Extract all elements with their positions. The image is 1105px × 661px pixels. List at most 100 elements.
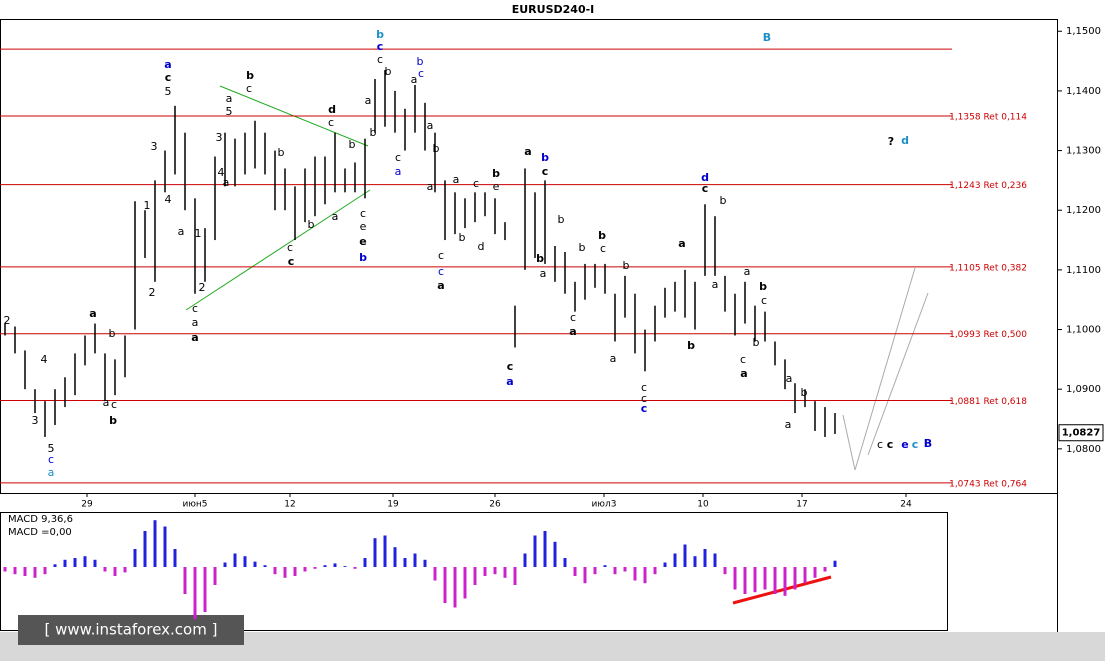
- macd-bar: [593, 567, 597, 575]
- wave-label: b: [720, 194, 727, 207]
- wave-label: b: [558, 213, 565, 226]
- wave-label: 1: [195, 227, 202, 240]
- macd-bar: [793, 567, 797, 590]
- macd-bar: [753, 567, 757, 593]
- wave-label: b: [359, 251, 367, 264]
- y-tick-label: 1,0800: [1066, 444, 1101, 455]
- macd-bar: [53, 564, 57, 567]
- wave-label: e: [359, 235, 366, 248]
- wave-label: b: [687, 339, 695, 352]
- macd-bar: [83, 556, 87, 567]
- macd-bar: [573, 567, 577, 576]
- macd-bar: [343, 566, 347, 567]
- macd-bar: [823, 567, 827, 572]
- wave-label: a: [785, 418, 792, 431]
- wave-label: c: [192, 302, 198, 315]
- macd-bar: [583, 567, 587, 584]
- macd-bar: [123, 567, 127, 573]
- macd-bar: [223, 562, 227, 567]
- macd-bar: [213, 567, 217, 585]
- x-tick-label: 10: [697, 500, 709, 510]
- macd-bar: [113, 567, 117, 576]
- macd-bar: [173, 549, 177, 567]
- macd-bar: [493, 567, 497, 575]
- macd-bar: [663, 562, 667, 567]
- macd-bar: [243, 556, 247, 567]
- macd-bar: [683, 544, 687, 567]
- y-tick-label: 1,1100: [1066, 265, 1101, 276]
- wave-label: b: [492, 167, 500, 180]
- wave-label: b: [349, 138, 356, 151]
- wave-label: c: [377, 53, 383, 66]
- wave-label: b: [109, 327, 116, 340]
- wave-label: a: [712, 278, 719, 291]
- macd-bar: [783, 567, 787, 596]
- wave-label: a: [427, 119, 434, 132]
- wave-label: b: [598, 229, 606, 242]
- wave-label: c: [507, 360, 514, 373]
- macd-bar: [433, 567, 437, 581]
- wave-label: a: [678, 237, 685, 250]
- chart-title: EURUSD240-I: [512, 3, 595, 16]
- wave-label: b: [541, 151, 549, 164]
- wave-label: c: [287, 241, 293, 254]
- wave-label: B: [924, 437, 932, 450]
- wave-label: a: [427, 180, 434, 193]
- wave-label: c: [377, 40, 384, 53]
- wave-label: c: [360, 207, 366, 220]
- macd-bar: [333, 563, 337, 567]
- x-tick-label: 19: [387, 500, 399, 510]
- wave-label: a: [786, 372, 793, 385]
- y-tick-label: 1,1300: [1066, 146, 1101, 157]
- current-price-box: [1058, 424, 1104, 442]
- wave-label: 4: [165, 193, 172, 206]
- projection-line: [867, 292, 929, 456]
- wave-label: c: [761, 294, 767, 307]
- macd-bar: [153, 520, 157, 567]
- wave-label: c: [111, 398, 117, 411]
- wave-label: b: [801, 386, 808, 399]
- x-tick-label: июл3: [592, 500, 617, 510]
- wave-label: c: [887, 438, 894, 451]
- wave-label: c: [877, 438, 883, 451]
- macd-bar: [133, 549, 137, 567]
- wave-label: 2: [4, 314, 11, 327]
- wave-label: 3: [216, 131, 223, 144]
- wave-label: c: [328, 116, 334, 129]
- wave-label: a: [411, 73, 418, 86]
- wave-label: a: [191, 331, 198, 344]
- wave-label: e: [360, 220, 367, 233]
- wave-label: c: [395, 151, 401, 164]
- wave-label: a: [103, 396, 110, 409]
- macd-bar: [693, 556, 697, 567]
- watermark: [ www.instaforex.com ]: [45, 621, 218, 639]
- macd-bar: [533, 535, 537, 567]
- wave-label: a: [395, 165, 402, 178]
- wave-label: 3: [151, 140, 158, 153]
- macd-bar: [553, 541, 557, 567]
- wave-label: 4: [41, 353, 48, 366]
- macd-bar: [773, 567, 777, 594]
- projection-line: [842, 267, 916, 471]
- macd-bar: [713, 553, 717, 567]
- y-tick-label: 1,1400: [1066, 86, 1101, 97]
- x-tick-label: июн5: [182, 500, 207, 510]
- x-tick-label: 26: [489, 500, 501, 510]
- macd-bar: [373, 538, 377, 567]
- wave-label: 2: [149, 286, 156, 299]
- wave-label: 2: [199, 281, 206, 294]
- macd-bar: [613, 567, 617, 575]
- macd-bar: [473, 567, 477, 585]
- wave-label: c: [542, 165, 549, 178]
- macd-bar: [253, 561, 257, 567]
- macd-bar: [403, 558, 407, 567]
- macd-bar: [323, 565, 327, 567]
- macd-bar: [63, 559, 67, 567]
- wave-label: a: [164, 58, 171, 71]
- wave-label: e: [493, 180, 500, 193]
- wave-label: b: [370, 126, 377, 139]
- wave-label: c: [912, 438, 919, 451]
- wave-label: c: [438, 249, 444, 262]
